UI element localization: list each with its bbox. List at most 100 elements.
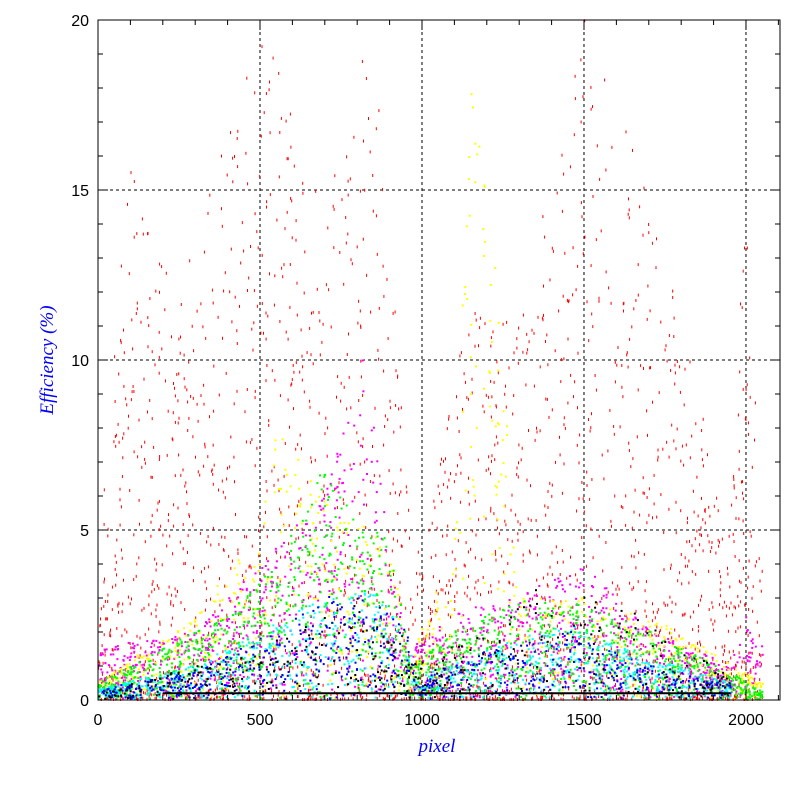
- data-point-red: [745, 418, 747, 421]
- data-point-red: [384, 683, 386, 687]
- data-point-green: [205, 679, 208, 682]
- data-point-red: [572, 605, 574, 609]
- data-point-red: [730, 667, 732, 671]
- data-point-red: [567, 401, 569, 405]
- data-point-yellow: [760, 686, 763, 688]
- data-point-magenta: [345, 657, 348, 660]
- data-point-magenta: [535, 595, 538, 597]
- data-point-red: [620, 505, 622, 509]
- data-point-magenta: [360, 677, 363, 680]
- data-point-yellow: [142, 670, 145, 673]
- data-point-magenta: [105, 648, 108, 651]
- data-point-yellow: [334, 577, 337, 580]
- data-point-red: [708, 569, 710, 573]
- data-point-magenta: [375, 491, 378, 494]
- data-point-magenta: [387, 615, 390, 618]
- data-point-red: [106, 697, 108, 701]
- data-point-red: [158, 499, 160, 503]
- data-point-red: [263, 696, 265, 700]
- data-point-yellow: [263, 684, 266, 687]
- data-point-red: [246, 388, 248, 391]
- data-point-red: [447, 613, 449, 617]
- data-point-red: [643, 697, 645, 701]
- data-point-red: [551, 483, 553, 487]
- data-point-red: [385, 640, 387, 644]
- data-point-yellow: [174, 650, 177, 652]
- data-point-red: [295, 219, 297, 223]
- data-point-red: [393, 690, 395, 694]
- data-point-red: [531, 328, 533, 332]
- data-point-red: [221, 697, 223, 701]
- data-point-red: [541, 316, 543, 320]
- data-point-red: [106, 696, 108, 700]
- data-point-magenta: [754, 645, 757, 648]
- data-point-red: [589, 675, 591, 679]
- data-point-red: [645, 614, 647, 618]
- data-point-yellow: [269, 577, 272, 579]
- data-point-red: [174, 394, 176, 398]
- data-point-red: [125, 397, 127, 401]
- data-point-red: [689, 360, 691, 364]
- data-point-red: [383, 697, 385, 701]
- data-point-green: [644, 689, 647, 692]
- data-point-magenta: [648, 690, 651, 693]
- data-point-yellow: [264, 651, 267, 654]
- data-point-red: [265, 480, 267, 483]
- data-point-red: [195, 455, 196, 459]
- data-point-magenta: [134, 663, 137, 666]
- data-point-yellow: [393, 676, 396, 679]
- data-point-magenta: [555, 586, 558, 589]
- data-point-red: [434, 684, 436, 688]
- data-point-magenta: [132, 642, 134, 645]
- data-point-magenta: [272, 648, 275, 651]
- data-point-red: [521, 621, 523, 625]
- data-point-magenta: [240, 611, 243, 614]
- data-point-red: [471, 377, 473, 381]
- data-point-red: [209, 193, 211, 197]
- data-point-yellow: [289, 485, 292, 488]
- data-point-yellow: [705, 650, 708, 653]
- data-point-red: [634, 488, 636, 492]
- data-point-red: [490, 509, 492, 513]
- data-point-red: [448, 417, 450, 421]
- data-point-yellow: [299, 505, 302, 508]
- data-point-magenta: [242, 637, 245, 640]
- data-point-yellow: [381, 630, 384, 632]
- data-point-red: [702, 464, 704, 468]
- data-point-red: [271, 369, 273, 373]
- data-point-red: [532, 671, 534, 675]
- data-point-magenta: [685, 652, 688, 654]
- data-point-yellow: [174, 646, 177, 649]
- data-point-red: [187, 534, 189, 538]
- data-point-red: [522, 553, 524, 557]
- data-point-red: [203, 566, 205, 570]
- data-point-red: [711, 541, 713, 544]
- data-point-magenta: [578, 586, 581, 589]
- data-point-red: [701, 429, 703, 432]
- data-point-magenta: [278, 614, 281, 617]
- data-point-red: [358, 399, 360, 402]
- data-point-magenta: [586, 624, 589, 627]
- data-point-yellow: [751, 684, 754, 687]
- data-point-red: [697, 641, 699, 645]
- data-point-red: [161, 563, 163, 567]
- data-point-magenta: [661, 656, 664, 659]
- data-point-magenta: [592, 670, 595, 673]
- data-point-magenta: [389, 585, 392, 588]
- data-point-red: [186, 502, 188, 506]
- data-point-magenta: [158, 649, 161, 652]
- data-point-red: [119, 523, 121, 527]
- data-point-red: [732, 649, 734, 653]
- data-point-red: [405, 670, 407, 674]
- data-point-red: [137, 697, 139, 701]
- data-point-red: [431, 617, 432, 621]
- data-point-red: [405, 485, 407, 489]
- data-point-red: [456, 644, 458, 648]
- data-point-red: [168, 670, 170, 674]
- data-point-yellow: [383, 607, 386, 610]
- data-point-yellow: [377, 619, 380, 622]
- data-point-red: [663, 531, 665, 534]
- data-point-red: [750, 534, 752, 538]
- data-point-red: [667, 697, 669, 701]
- data-point-red: [225, 688, 227, 692]
